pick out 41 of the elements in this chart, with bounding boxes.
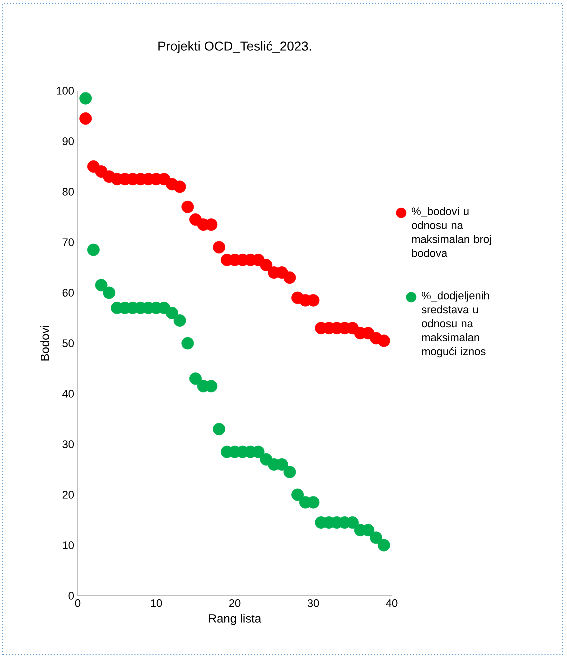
point	[378, 539, 390, 552]
point	[213, 423, 226, 436]
point	[182, 200, 194, 214]
y-tick-label: 40	[62, 390, 74, 398]
point	[80, 112, 92, 125]
legend-label: %_dodjeljenih sredstava u odnosu na maksimalan mogući iznos	[422, 292, 490, 358]
x-tick-label: 0	[75, 600, 81, 608]
y-tick-label: 0	[68, 592, 74, 600]
y-tick-label: 20	[62, 491, 74, 499]
point	[80, 92, 92, 105]
point	[103, 286, 116, 300]
point	[370, 532, 382, 544]
point	[292, 488, 304, 502]
point	[284, 466, 296, 478]
point	[95, 279, 108, 292]
y-tick-label: 50	[62, 340, 74, 348]
x-tick-label: 20	[229, 600, 241, 608]
point	[260, 259, 273, 272]
point	[88, 244, 100, 256]
y-tick-label: 10	[63, 542, 74, 550]
y-tick-label: 70	[62, 238, 74, 246]
point	[182, 337, 194, 350]
point	[174, 314, 186, 327]
point	[213, 241, 226, 254]
point	[378, 334, 390, 348]
point	[166, 306, 178, 320]
point	[190, 372, 202, 386]
chart-title: Projekti OCD_Teslić_2023.	[158, 41, 312, 54]
x-tick-label: 10	[151, 600, 162, 608]
point	[284, 272, 296, 284]
legend-label: %_bodovi u odnosu na maksimalan broj bodova	[412, 207, 492, 258]
y-tick-label: 90	[62, 138, 74, 146]
y-tick-label: 60	[62, 289, 74, 297]
y-tick-label: 100	[57, 87, 74, 95]
x-axis-title: Rang lista	[209, 614, 262, 626]
point	[174, 180, 186, 194]
x-tick-label: 30	[308, 600, 320, 608]
y-tick-label: 80	[62, 188, 74, 196]
y-axis-title: Bodovi	[40, 326, 50, 361]
x-tick-label: 40	[386, 600, 398, 608]
y-tick-label: 30	[62, 440, 74, 448]
